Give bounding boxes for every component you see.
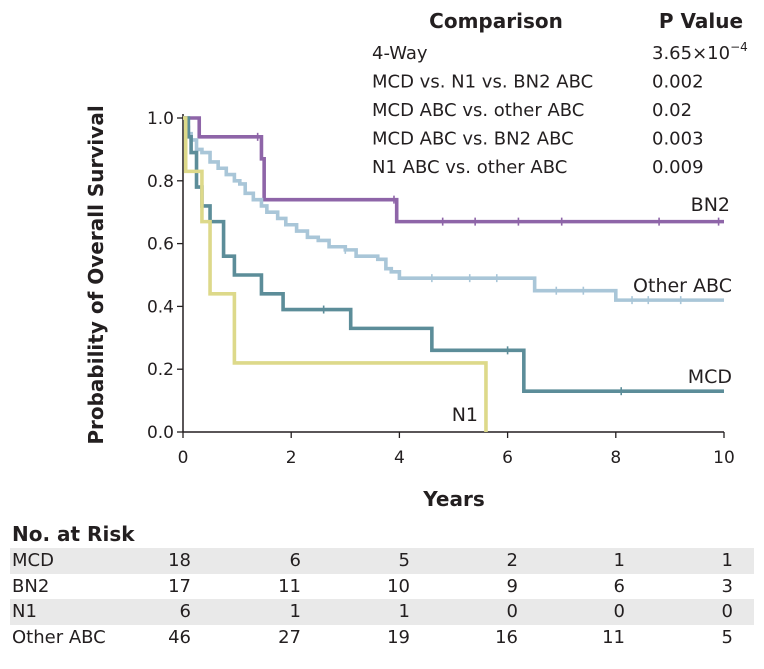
comparison-label: N1 ABC vs. other ABC [372, 157, 567, 178]
curve-label-n1: N1 [452, 404, 478, 426]
risk-value: 19 [387, 626, 410, 648]
risk-row-label: Other ABC [12, 626, 106, 648]
risk-value: 46 [168, 626, 191, 648]
risk-value: 5 [721, 626, 733, 648]
risk-table: No. at Risk MCD 18 6 5 2 1 1 BN2 17 11 10 9 6 3 N1 6 1 1 0… [10, 520, 754, 650]
risk-table-title: No. at Risk [12, 522, 135, 546]
risk-value: 17 [168, 575, 191, 597]
survival-chart: 0.0 0.2 0.4 0.6 0.8 1.0 0 2 4 6 8 10 Years Probabilit… [84, 9, 748, 511]
x-axis-title: Years [422, 487, 484, 511]
risk-value: 1 [398, 601, 410, 622]
risk-value: 2 [506, 550, 518, 571]
curve-bn2 [183, 116, 724, 224]
risk-row-label: N1 [12, 601, 37, 622]
comparison-label: MCD vs. N1 vs. BN2 ABC [372, 72, 593, 93]
risk-value: 6 [179, 601, 191, 622]
curve-mcd [183, 116, 724, 393]
comparison-label: 4-Way [372, 43, 428, 64]
p-value: 0.02 [652, 100, 692, 121]
y-tick-label: 0.4 [147, 297, 174, 317]
x-tick-label: 2 [286, 448, 297, 468]
risk-row: N1 6 1 1 0 0 0 [10, 599, 754, 625]
p-value-header: P Value [659, 9, 743, 33]
risk-value: 1 [289, 601, 301, 622]
risk-row: Other ABC 46 27 19 16 11 5 [10, 625, 754, 651]
risk-row: BN2 17 11 10 9 6 3 [10, 574, 754, 600]
risk-value: 6 [289, 550, 301, 571]
curve-label-other-abc: Other ABC [633, 275, 732, 297]
comparison-label: MCD ABC vs. BN2 ABC [372, 129, 574, 150]
curve-label-bn2: BN2 [691, 194, 730, 216]
risk-value: 27 [278, 626, 301, 648]
risk-value: 18 [168, 550, 191, 571]
p-value: 3.65×10−4 [652, 40, 748, 64]
x-tick-label: 6 [502, 448, 513, 468]
p-value-exponent: −4 [730, 40, 748, 54]
risk-value: 3 [721, 575, 733, 597]
p-value: 0.002 [652, 72, 704, 93]
risk-row-label: BN2 [12, 575, 50, 597]
risk-value: 11 [278, 575, 301, 597]
y-tick-label: 1.0 [147, 109, 174, 129]
labels-layer: BN2 Other ABC MCD N1 [452, 194, 732, 426]
risk-row-label: MCD [12, 550, 54, 571]
comparison-table: Comparison P Value 4-Way 3.65×10−4 MCD vs. N… [372, 9, 748, 178]
comparison-label: MCD ABC vs. other ABC [372, 100, 584, 121]
risk-table-rows: MCD 18 6 5 2 1 1 BN2 17 11 10 9 6 3 N1 6 1 1 0 0 0 Other ABC 4… [10, 548, 754, 650]
risk-value: 0 [721, 601, 733, 622]
p-value: 0.003 [652, 129, 704, 150]
x-tick-label: 4 [394, 448, 405, 468]
x-tick-label: 8 [610, 448, 621, 468]
y-axis-title: Probability of Overall Survival [84, 105, 108, 444]
risk-value: 10 [387, 575, 410, 597]
curve-n1 [183, 116, 488, 432]
risk-value: 16 [495, 626, 518, 648]
x-tick-label: 0 [178, 448, 189, 468]
y-tick-label: 0.8 [147, 172, 174, 192]
risk-value: 11 [602, 626, 625, 648]
risk-value: 6 [613, 575, 625, 597]
curves-layer [183, 116, 724, 432]
curve-label-mcd: MCD [688, 366, 732, 388]
risk-value: 0 [613, 601, 625, 622]
curve-other-abc [183, 116, 724, 302]
comparison-header: Comparison [429, 9, 563, 33]
risk-value: 0 [506, 601, 518, 622]
y-tick-label: 0.0 [147, 423, 174, 443]
p-value: 0.009 [652, 157, 704, 178]
risk-value: 1 [721, 550, 733, 571]
y-tick-label: 0.2 [147, 360, 174, 380]
y-tick-label: 0.6 [147, 235, 174, 255]
risk-row: MCD 18 6 5 2 1 1 [10, 548, 754, 574]
risk-value: 1 [613, 550, 625, 571]
axes-layer: 0.0 0.2 0.4 0.6 0.8 1.0 0 2 4 6 8 10 Years Probabilit… [84, 105, 735, 511]
risk-value: 9 [506, 575, 518, 597]
risk-value: 5 [398, 550, 410, 571]
x-tick-label: 10 [713, 448, 735, 468]
